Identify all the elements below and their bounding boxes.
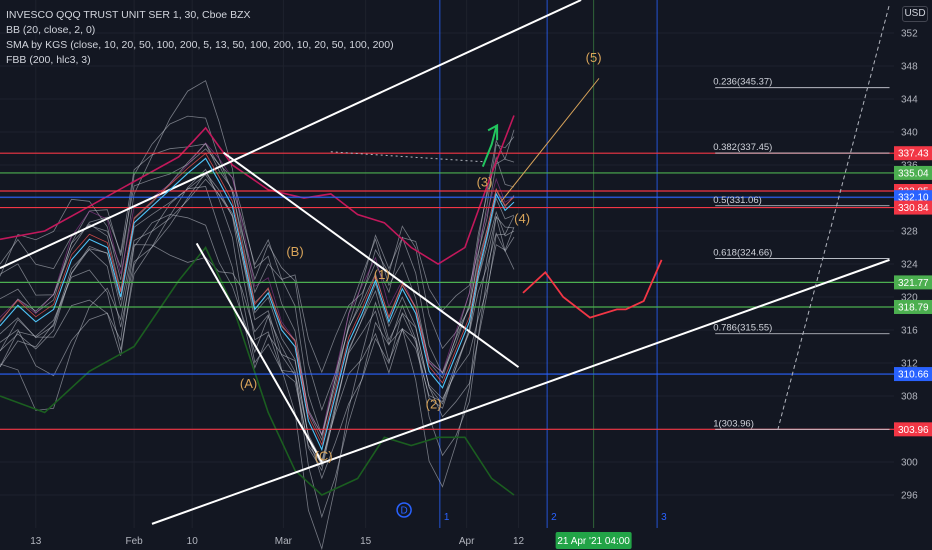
price-tag: [894, 146, 932, 161]
price-tag: [894, 299, 932, 314]
price-tick: 348: [901, 62, 918, 73]
price-tag-label: 330.84: [898, 203, 929, 214]
cycle-label: 2: [551, 512, 557, 523]
sma-line: [0, 80, 515, 374]
wave-labels: (A) (B) (C) (1) (2) (3) (4) (5): [240, 50, 602, 463]
wave-label: (C): [315, 448, 333, 463]
wave-label: (3): [477, 174, 493, 189]
fib-label: 0.618(324.66): [713, 248, 772, 259]
d-marker-label: D: [400, 506, 407, 517]
price-tag-label: 303.96: [898, 425, 929, 436]
time-tick: 10: [187, 536, 199, 547]
bb-indicator-label[interactable]: BB (20, close, 2, 0): [6, 24, 96, 36]
price-axis[interactable]: 2963003043083123163203243283323363403443…: [894, 29, 932, 502]
indicator-legend: INVESCO QQQ TRUST UNIT SER 1, 30, Cboe B…: [6, 8, 394, 68]
wave-label: (A): [240, 376, 257, 391]
time-tick: Mar: [275, 536, 293, 547]
sma-line: [0, 142, 515, 436]
time-tick: 15: [360, 536, 372, 547]
sma-line: [0, 168, 515, 462]
dashed-projection: [777, 3, 891, 430]
fib-label: 1(303.96): [713, 418, 754, 429]
wave-label: (2): [426, 396, 442, 411]
upper-channel-line: [0, 0, 582, 270]
price-tag: [894, 275, 932, 290]
time-tick: Apr: [459, 536, 475, 547]
wave-label: (5): [586, 50, 602, 65]
sma-band-lines: [0, 80, 515, 550]
price-tag-label: 318.79: [898, 302, 929, 313]
price-tag-label: 321.77: [898, 278, 929, 289]
price-line-red: [0, 152, 515, 446]
trend-drawings: [0, 0, 891, 525]
descending-trend-line: [222, 151, 520, 368]
price-tick: 308: [901, 392, 918, 403]
fib-label: 0.236(345.37): [713, 77, 772, 88]
price-tick: 344: [901, 95, 918, 106]
price-tag-label: 335.04: [898, 168, 929, 179]
price-tick: 340: [901, 128, 918, 139]
sma-line: [0, 216, 515, 550]
price-tag-label: 310.66: [898, 370, 929, 381]
projection-curve: [522, 259, 663, 319]
green-arrow-head: [487, 123, 499, 141]
fbb-indicator-label[interactable]: FBB (200, hlc3, 3): [6, 54, 91, 66]
price-tick: 352: [901, 29, 918, 40]
time-tick: 12: [513, 536, 525, 547]
sma-line: [0, 171, 515, 465]
fib-label: 0.5(331.06): [713, 195, 762, 206]
bollinger-bands: [0, 115, 515, 496]
symbol-title[interactable]: INVESCO QQQ TRUST UNIT SER 1, 30, Cboe B…: [6, 9, 251, 21]
price-tag: [894, 422, 932, 437]
cycle-label: 3: [661, 512, 667, 523]
d-marker: [396, 502, 412, 518]
currency-button[interactable]: USD: [902, 6, 928, 22]
dotted-connector: [330, 151, 483, 163]
price-tick: 316: [901, 326, 918, 337]
fib-label: 0.786(315.55): [713, 323, 772, 334]
price-tick: 300: [901, 458, 918, 469]
price-tag: [894, 200, 932, 215]
price-tick: 312: [901, 359, 918, 370]
price-tick: 296: [901, 491, 918, 502]
sma-line: [0, 142, 515, 436]
price-tick: 324: [901, 260, 918, 271]
time-axis[interactable]: 13 Feb 10 Mar 15 Apr 12 21 Apr '21 04:00: [30, 532, 632, 549]
sma-line: [0, 178, 515, 472]
fib-label: 0.382(337.45): [713, 142, 772, 153]
wave-label: (B): [286, 244, 303, 259]
time-highlight-label: 21 Apr '21 04:00: [557, 536, 630, 547]
price-line: [0, 157, 515, 452]
time-tick: 13: [30, 536, 42, 547]
wave-a-line: [195, 242, 323, 463]
wave-label: (4): [514, 211, 530, 226]
lower-channel-line: [151, 258, 890, 525]
price-tick: 328: [901, 227, 918, 238]
bb-lower-line: [0, 246, 515, 496]
price-tag: [894, 165, 932, 180]
cycle-label: 1: [444, 512, 450, 523]
sma-line: [0, 214, 515, 519]
sma-line: [0, 186, 515, 480]
sma-line: [0, 115, 515, 412]
fibonacci-levels: 0.236(345.37) 0.382(337.45) 0.5(331.06) 0.6…: [713, 77, 890, 430]
green-arrow: [481, 126, 498, 167]
price-tag-label: 337.43: [898, 149, 929, 160]
time-tick: Feb: [125, 536, 143, 547]
sma-indicator-label[interactable]: SMA by KGS (close, 10, 20, 50, 100, 200,…: [6, 39, 394, 51]
price-series: [0, 123, 663, 452]
bb-upper-line: [0, 115, 515, 265]
price-tag: [894, 367, 932, 382]
time-highlight: [555, 532, 632, 549]
vertical-markers: 1 2 3 D: [396, 0, 667, 528]
wave-5-projection: [500, 78, 600, 203]
sma-line: [0, 139, 515, 437]
wave-label: (1): [374, 267, 390, 282]
price-tag-label: 332.10: [898, 193, 929, 204]
price-tick: 320: [901, 293, 918, 304]
